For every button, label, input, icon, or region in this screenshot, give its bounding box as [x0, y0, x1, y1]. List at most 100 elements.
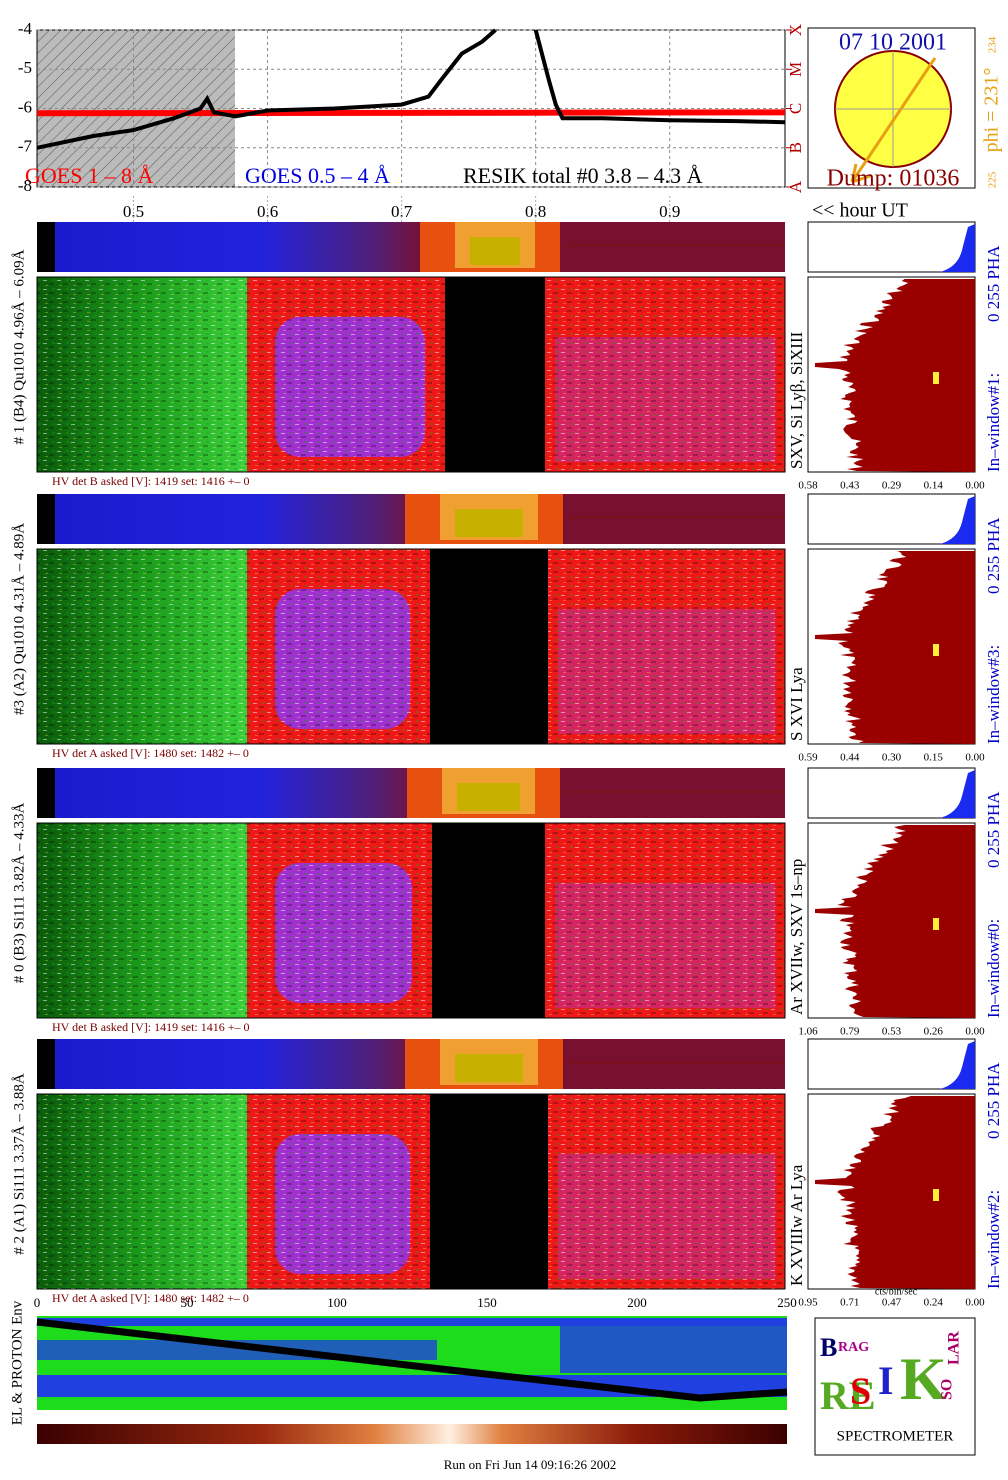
pha-label: 0 255 PHA — [984, 517, 1003, 594]
window-label: In–window#3: — [984, 645, 1003, 744]
window-label: In–window#0: — [984, 919, 1003, 1018]
env-label: EL & PROTON Env — [9, 1300, 25, 1425]
color-bar — [37, 1424, 787, 1444]
window-marker — [933, 644, 939, 656]
hist-tick-label: 1.06 — [798, 1026, 818, 1038]
pha-box — [807, 767, 976, 819]
image-gap — [445, 277, 545, 472]
logo — [814, 1317, 976, 1456]
scale-bottom: 225 — [987, 171, 999, 188]
image-noise — [545, 277, 785, 472]
panel-label: # 2 (A1) Si111 3.37Å – 3.88Å — [11, 1073, 27, 1255]
class-label: M — [786, 62, 805, 77]
logo-letter: SO — [939, 1379, 956, 1400]
strip-dark — [37, 1039, 55, 1089]
hist-tick-label: 0.58 — [798, 480, 818, 492]
hist-tick-label: 0.30 — [882, 752, 902, 764]
hv-label: HV det B asked [V]: 1419 set: 1416 +– 0 — [52, 1020, 250, 1034]
window-marker — [933, 372, 939, 384]
strip-dark — [37, 768, 55, 818]
logo-letter: RE — [820, 1373, 876, 1418]
strip-dark — [37, 494, 55, 544]
hv-label: HV det A asked [V]: 1480 set: 1482 +– 0 — [52, 1291, 249, 1305]
hist-tick-label: 0.59 — [798, 752, 818, 764]
image-noise — [37, 549, 430, 744]
strip-band — [568, 1061, 785, 1064]
lines-label: SXV, Si Lyβ, SiXIII — [787, 331, 806, 469]
logo-letter: I — [878, 1358, 894, 1403]
panel-label: # 0 (B3) Si111 3.82Å – 4.33Å — [11, 803, 27, 984]
logo-letter: LAR — [946, 1331, 963, 1365]
hist-tick-label: 0.44 — [840, 752, 860, 764]
hist-tick-label: 0.14 — [924, 480, 944, 492]
date: 07 10 2001 — [839, 30, 947, 56]
panel-label: # 1 (B4) Qu1010 4.96Å – 6.09Å — [11, 249, 27, 444]
env-band — [560, 1318, 787, 1373]
pha-hist — [940, 496, 975, 544]
hist-unit: cts/bin/sec — [875, 1286, 918, 1297]
image-frame — [36, 548, 786, 745]
env-band — [37, 1318, 787, 1326]
hist-tick-label: 0.24 — [924, 1297, 944, 1309]
hist-fill — [815, 279, 975, 472]
env-band — [37, 1375, 787, 1397]
hist-tick-label: 0.00 — [965, 1026, 985, 1038]
window-label: In–window#1: — [984, 373, 1003, 472]
hist-tick-label: 0.71 — [840, 1297, 859, 1309]
dump: Dump: 01036 — [827, 166, 960, 192]
bin-tick-label: 200 — [627, 1295, 647, 1310]
logo-letter: K — [900, 1346, 947, 1412]
image-frame — [36, 276, 786, 473]
bin-tick-label: 50 — [181, 1295, 194, 1310]
x-tick-label: 0.8 — [525, 202, 546, 221]
scale-top: 234 — [987, 36, 999, 53]
hist-fill — [815, 551, 975, 744]
lines-label: K XVIIIw Ar Lya — [787, 1164, 806, 1286]
class-label: X — [786, 24, 805, 36]
goes-long-label: GOES 1 – 8 Å — [25, 163, 153, 188]
series-line — [36, 28, 786, 150]
hist-tick-label: 0.79 — [840, 1026, 860, 1038]
panel-label: #3 (A2) Qu1010 4.31Å – 4.89Å — [11, 523, 27, 715]
pha-box — [807, 1038, 976, 1090]
image-noise — [548, 1094, 785, 1289]
strip-core — [457, 783, 520, 811]
hist-tick-label: 0.15 — [924, 752, 944, 764]
bin-tick-label: 150 — [477, 1295, 497, 1310]
footer: Run on Fri Jun 14 09:16:26 2002 — [444, 1457, 617, 1472]
strip-core — [455, 1054, 523, 1082]
x-tick-label: 0.6 — [257, 202, 278, 221]
image-gap — [430, 1094, 548, 1289]
image-noise — [37, 823, 432, 1018]
image-gap — [432, 823, 545, 1018]
hv-label: HV det A asked [V]: 1480 set: 1482 +– 0 — [52, 746, 249, 760]
lines-label: Ar XVIIw, SXV 1s–np — [787, 859, 806, 1015]
hist-tick-label: 0.53 — [882, 1026, 902, 1038]
arrow-head — [850, 163, 871, 184]
pha-hist — [940, 770, 975, 818]
image-gap — [430, 549, 548, 744]
pha-label: 0 255 PHA — [984, 1062, 1003, 1139]
lines-label: S XVI Lya — [787, 667, 806, 741]
pha-hist — [940, 1041, 975, 1089]
hist-tick-label: 0.43 — [840, 480, 860, 492]
goes-short-label: GOES 0.5 – 4 Å — [245, 163, 390, 188]
class-label: B — [786, 142, 805, 153]
hist-fill — [815, 1096, 975, 1289]
bin-tick-label: 0 — [34, 1295, 41, 1310]
x-tick-label: 0.5 — [123, 202, 144, 221]
y-tick-label: -5 — [18, 58, 32, 77]
y-tick-label: -8 — [18, 176, 32, 195]
x-tick-label: 0.9 — [659, 202, 680, 221]
phi-arrow — [850, 57, 937, 183]
x-tick-label: 0.7 — [391, 202, 413, 221]
hist-tick-label: 0.00 — [965, 1297, 985, 1309]
hist-tick-label: 0.47 — [882, 1297, 902, 1309]
y-tick-label: -4 — [18, 19, 33, 38]
image-noise — [37, 277, 445, 472]
hv-label: HV det B asked [V]: 1419 set: 1416 +– 0 — [52, 474, 250, 488]
logo-name: SPECTROMETER — [837, 1428, 954, 1444]
orbit-track — [36, 1318, 788, 1402]
hist-tick-label: 0.95 — [798, 1297, 818, 1309]
